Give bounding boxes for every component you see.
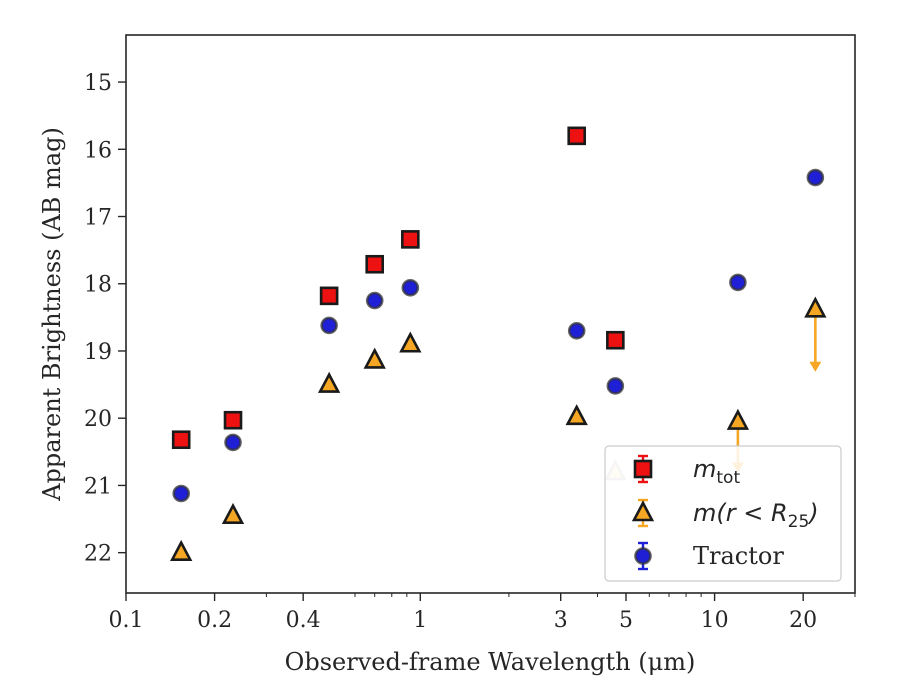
y-tick-label: 16 [84, 138, 112, 163]
mtot-point [223, 410, 243, 430]
mtot-point [401, 230, 420, 249]
legend-marker [634, 547, 652, 565]
y-tick-label: 19 [84, 340, 112, 365]
y-tick-label: 21 [84, 474, 112, 499]
axes: 0.1 0.2 0.4 1 3 5 10 20 15 16 17 18 19 20 21 22 [84, 71, 856, 633]
x-tick-label: 20 [789, 608, 817, 633]
mr25-point [170, 539, 193, 561]
x-tick-label: 0.4 [286, 608, 321, 633]
x-tick-label: 3 [554, 608, 568, 633]
legend-marker [631, 500, 655, 522]
mtot-point [567, 126, 587, 146]
tractor-point [606, 377, 625, 395]
x-tick-label: 10 [701, 608, 729, 633]
tractor-point [320, 316, 338, 335]
legend-marker [633, 459, 653, 479]
legend-label: Tractor [693, 542, 784, 570]
tractor-point [365, 291, 384, 310]
y-tick-label: 18 [84, 273, 112, 298]
x-tick-label: 1 [413, 608, 427, 633]
tractor-point [224, 433, 242, 452]
mr25-point [363, 347, 386, 369]
tractor-point [567, 322, 586, 340]
mr25-point [399, 331, 422, 353]
y-tick-label: 22 [84, 542, 112, 567]
mr25-point [565, 404, 588, 426]
x-axis-label: Observed-frame Wavelength (μm) [285, 648, 696, 676]
legend-entry: Tractor [634, 541, 784, 571]
tractor-point [729, 273, 747, 292]
x-tick-label: 0.1 [109, 608, 144, 633]
tractor-point [401, 278, 420, 297]
mr25-point [317, 371, 341, 393]
legend-box [604, 445, 842, 582]
y-axis-label: Apparent Brightness (AB mag) [38, 127, 66, 502]
mr25-point [221, 502, 245, 524]
y-tick-label: 15 [84, 71, 112, 96]
x-tick-label: 5 [619, 608, 633, 633]
mtot-point [365, 254, 385, 274]
plot-frame [125, 34, 856, 594]
legend-label: m(r < R25) [693, 499, 819, 532]
upper-limit-arrow-head [809, 361, 822, 372]
mtot-point [319, 286, 339, 306]
mr25-point [726, 408, 750, 430]
tractor-point [172, 484, 190, 503]
legend-entry: m(r < R25) [631, 498, 819, 532]
tractor-point [806, 168, 825, 187]
y-tick-label: 20 [84, 407, 112, 432]
y-tick-label: 17 [84, 206, 112, 231]
mtot-point [606, 330, 625, 350]
mr25-point [804, 296, 827, 318]
x-tick-label: 0.2 [197, 608, 232, 633]
mtot-point [171, 430, 191, 450]
data-marks [170, 126, 827, 561]
